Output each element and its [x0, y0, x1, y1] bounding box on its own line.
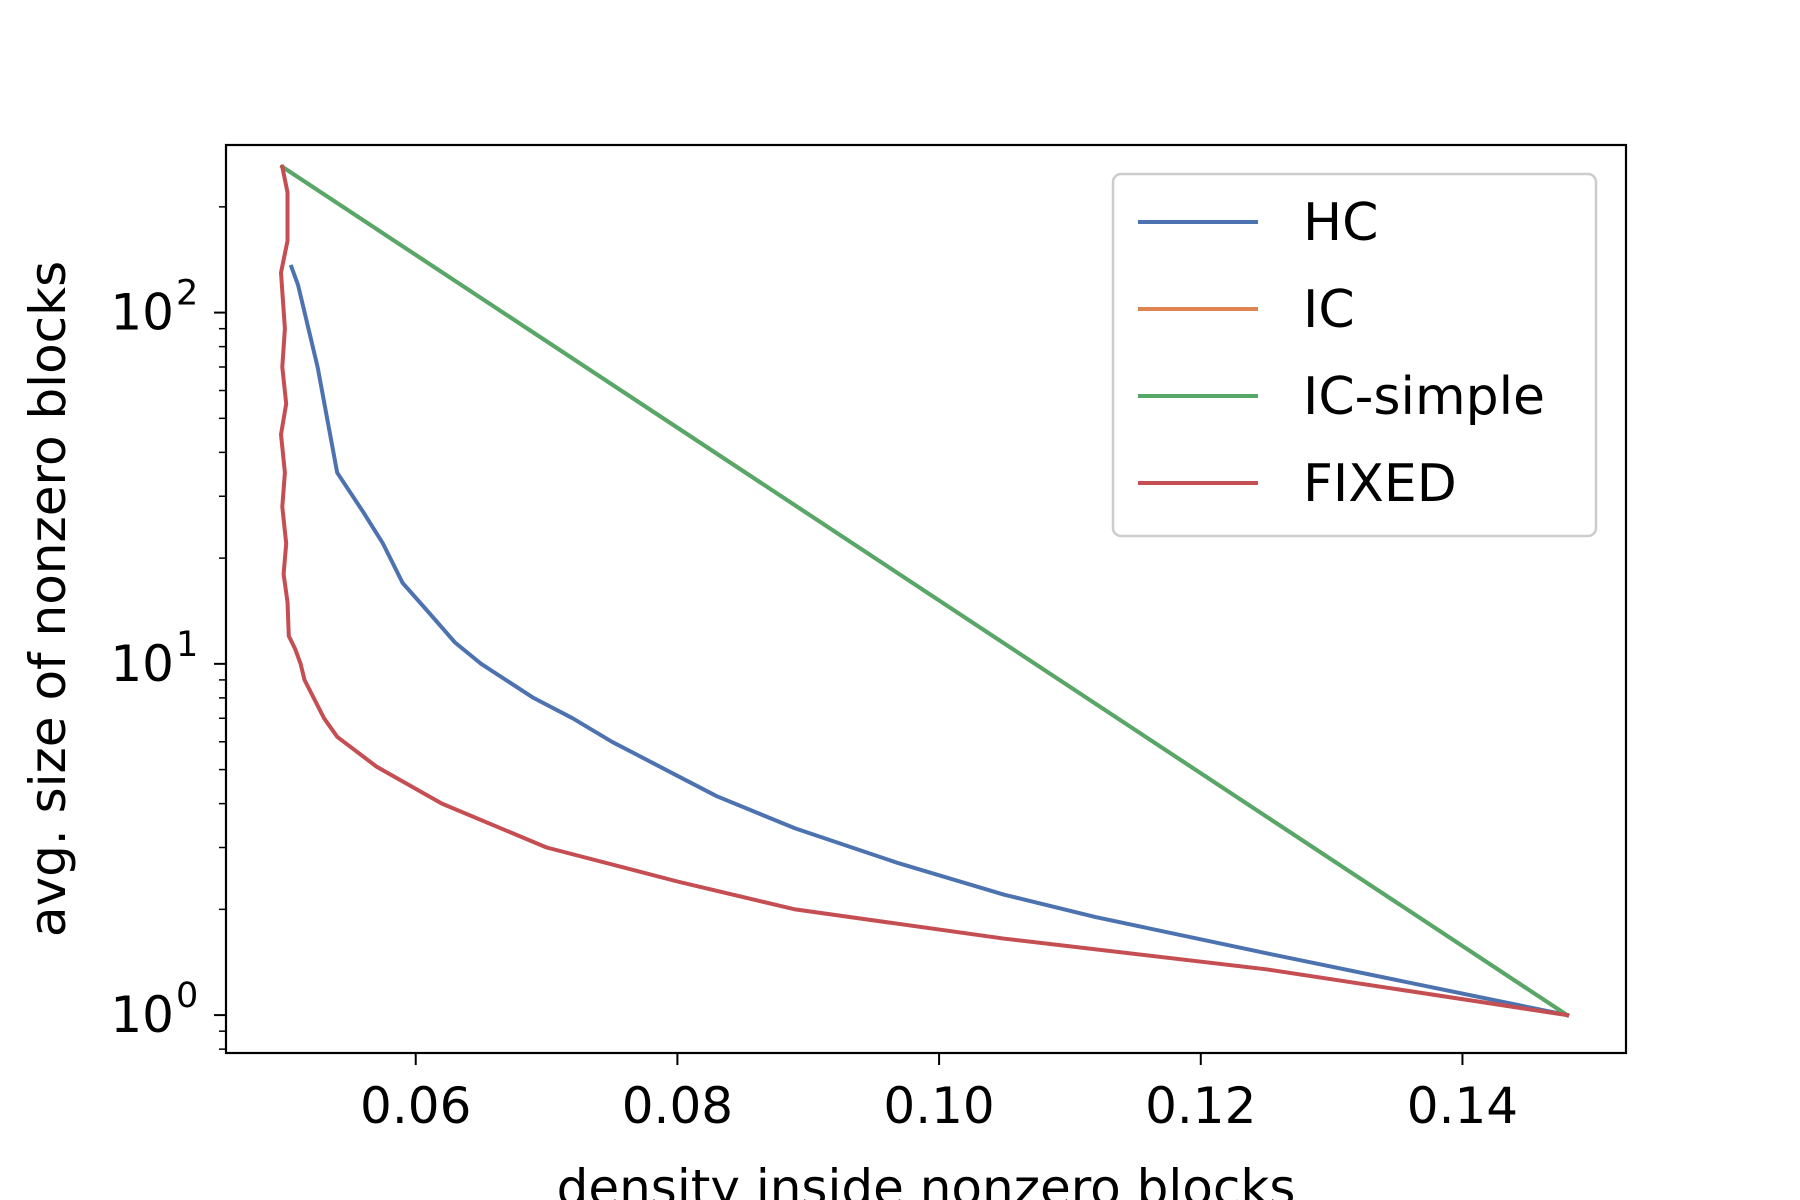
legend: HC IC IC-simple FIXED — [1111, 172, 1598, 538]
y-tick-exponent: 1 — [176, 625, 198, 665]
legend-label-ic-simple: IC-simple — [1303, 367, 1545, 427]
legend-label-ic: IC — [1303, 280, 1355, 340]
series-line-hc — [288, 264, 1570, 1018]
y-tick-label: 10 — [110, 635, 174, 693]
legend-label-fixed: FIXED — [1303, 454, 1457, 514]
x-axis-label: density inside nonzero blocks — [557, 1159, 1296, 1200]
series-line-fixed — [279, 164, 1570, 1018]
series-line-ic-simple — [279, 164, 1570, 1018]
x-tick-label: 0.12 — [1145, 1077, 1256, 1135]
legend-label-hc: HC — [1303, 193, 1378, 253]
legend-frame — [1111, 172, 1598, 538]
x-tick-label: 0.14 — [1407, 1077, 1518, 1135]
x-tick-label: 0.10 — [883, 1077, 994, 1135]
x-tick-label: 0.08 — [622, 1077, 733, 1135]
y-tick-exponent: 2 — [176, 274, 198, 314]
series-layer — [279, 164, 1570, 1018]
y-tick-label: 10 — [110, 284, 174, 342]
plot-frame — [224, 143, 1628, 1055]
x-tick-label: 0.06 — [360, 1077, 471, 1135]
y-tick-exponent: 0 — [176, 976, 198, 1016]
y-tick-label: 10 — [110, 986, 174, 1044]
y-axis-label: avg. size of nonzero blocks — [19, 261, 77, 937]
